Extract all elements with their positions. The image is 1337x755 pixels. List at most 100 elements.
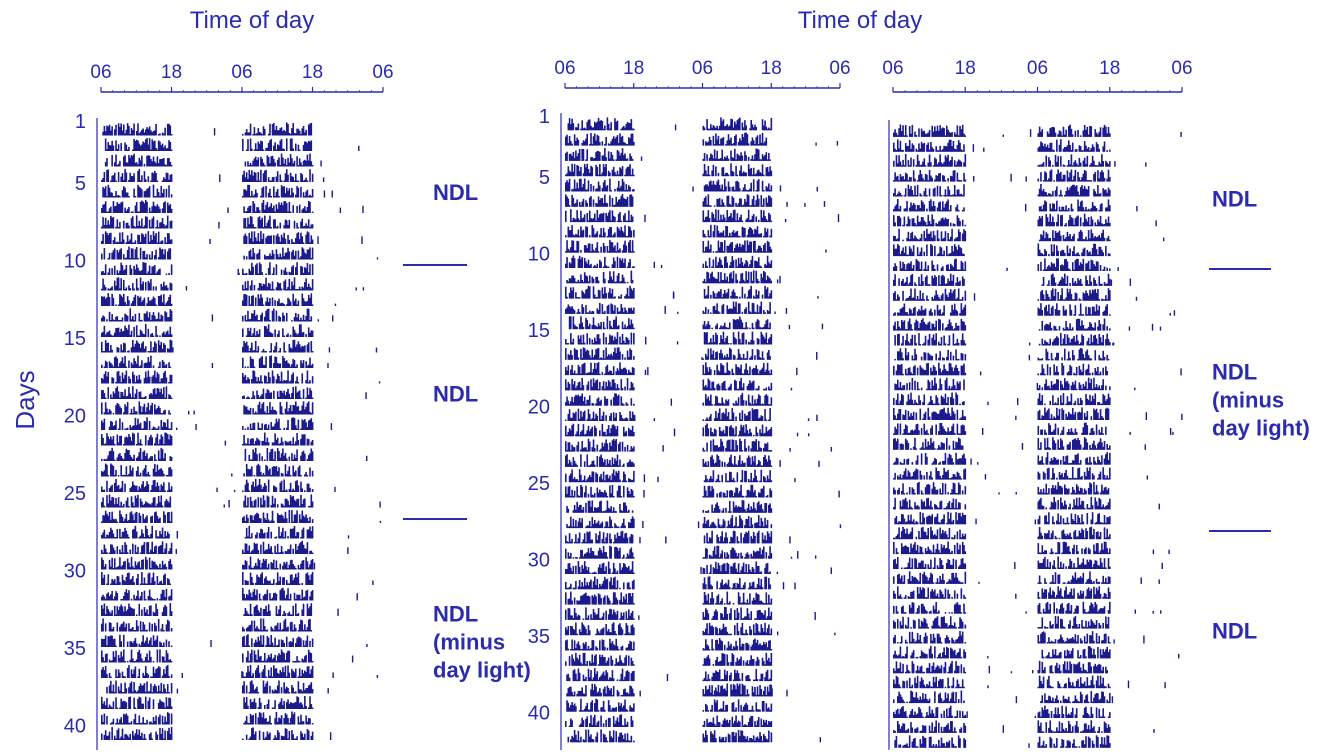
activity-bar (279, 670, 282, 678)
activity-bar (134, 140, 137, 151)
activity-bar (756, 294, 759, 299)
activity-bar (309, 596, 311, 601)
activity-bar (161, 240, 164, 244)
activity-bar (358, 145, 360, 151)
activity-bar (296, 498, 298, 508)
activity-bar (107, 574, 110, 585)
activity-bar (302, 180, 305, 182)
activity-bar (245, 294, 248, 306)
activity-bar (282, 312, 284, 322)
activity-bar (143, 132, 146, 136)
activity-bar (599, 199, 601, 207)
activity-bar (283, 736, 285, 740)
activity-bar (103, 574, 106, 585)
activity-bar (161, 218, 164, 229)
day-row (101, 231, 363, 244)
activity-bar (571, 118, 573, 131)
activity-bar (122, 738, 125, 740)
activity-bar (251, 397, 253, 399)
activity-bar (297, 144, 300, 151)
activity-bar (588, 265, 591, 268)
activity-bar (146, 673, 148, 678)
activity-bar (116, 386, 119, 399)
activity-bar (620, 260, 623, 268)
activity-bar (292, 293, 295, 306)
activity-bar (288, 441, 291, 446)
activity-bar (101, 288, 103, 291)
activity-bar (161, 589, 164, 601)
activity-bar (606, 266, 609, 268)
activity-bar (588, 119, 591, 131)
activity-bar (721, 149, 724, 161)
activity-bar (260, 375, 262, 384)
day-row (101, 417, 333, 430)
activity-bar (143, 607, 146, 616)
day-row (101, 494, 381, 508)
activity-bar (280, 672, 283, 678)
activity-bar (306, 603, 309, 616)
activity-bar (153, 561, 156, 570)
activity-bar (242, 357, 244, 368)
activity-bar (275, 310, 278, 322)
activity-bar (115, 645, 117, 647)
activity-bar (279, 563, 282, 570)
activity-bar (273, 485, 275, 492)
activity-bar (267, 479, 270, 492)
activity-bar (159, 581, 161, 585)
activity-bar (624, 174, 626, 177)
activity-bar (279, 482, 282, 492)
activity-bar (135, 411, 138, 415)
activity-bar (253, 158, 256, 167)
activity-bar (141, 591, 143, 601)
activity-bar (113, 357, 116, 368)
activity-bar (245, 514, 248, 523)
activity-bar (263, 594, 266, 601)
activity-bar (247, 438, 249, 446)
activity-bar (309, 380, 311, 384)
activity-bar (262, 486, 265, 492)
activity-bar (621, 258, 624, 268)
activity-bar (157, 426, 160, 430)
activity-bar (625, 143, 628, 146)
activity-bar (707, 285, 710, 299)
activity-bar (583, 245, 586, 253)
activity-bar (741, 220, 744, 223)
activity-bar (298, 703, 301, 709)
activity-bar (146, 719, 148, 725)
activity-bar (581, 142, 583, 146)
activity-bar (138, 729, 141, 740)
activity-bar (137, 456, 139, 461)
activity-bar (263, 165, 266, 167)
activity-bar (251, 428, 253, 430)
activity-bar (263, 517, 266, 523)
activity-bar (144, 612, 147, 616)
activity-bar (126, 250, 129, 260)
activity-bar (279, 283, 282, 291)
activity-bar (275, 593, 278, 601)
activity-bar (129, 393, 132, 399)
activity-bar (764, 272, 766, 284)
activity-bar (297, 594, 300, 601)
day-row (101, 726, 332, 740)
activity-bar (621, 194, 624, 207)
activity-bar (619, 297, 621, 299)
activity-bar (107, 707, 110, 709)
activity-bar (170, 374, 173, 384)
activity-bar (244, 375, 247, 384)
activity-bar (280, 288, 283, 291)
activity-bar (147, 700, 150, 709)
activity-bar (243, 255, 245, 260)
activity-bar (137, 234, 139, 244)
activity-bar (741, 286, 744, 299)
activity-bar (132, 300, 134, 306)
activity-bar (279, 390, 282, 399)
activity-bar (575, 202, 577, 207)
activity-bar (242, 300, 244, 306)
activity-bar (135, 340, 138, 353)
day-row (101, 293, 337, 306)
activity-bar (146, 362, 148, 368)
activity-bar (765, 218, 768, 223)
activity-bar (263, 578, 266, 585)
activity-bar (570, 124, 572, 131)
activity-bar (258, 380, 261, 384)
